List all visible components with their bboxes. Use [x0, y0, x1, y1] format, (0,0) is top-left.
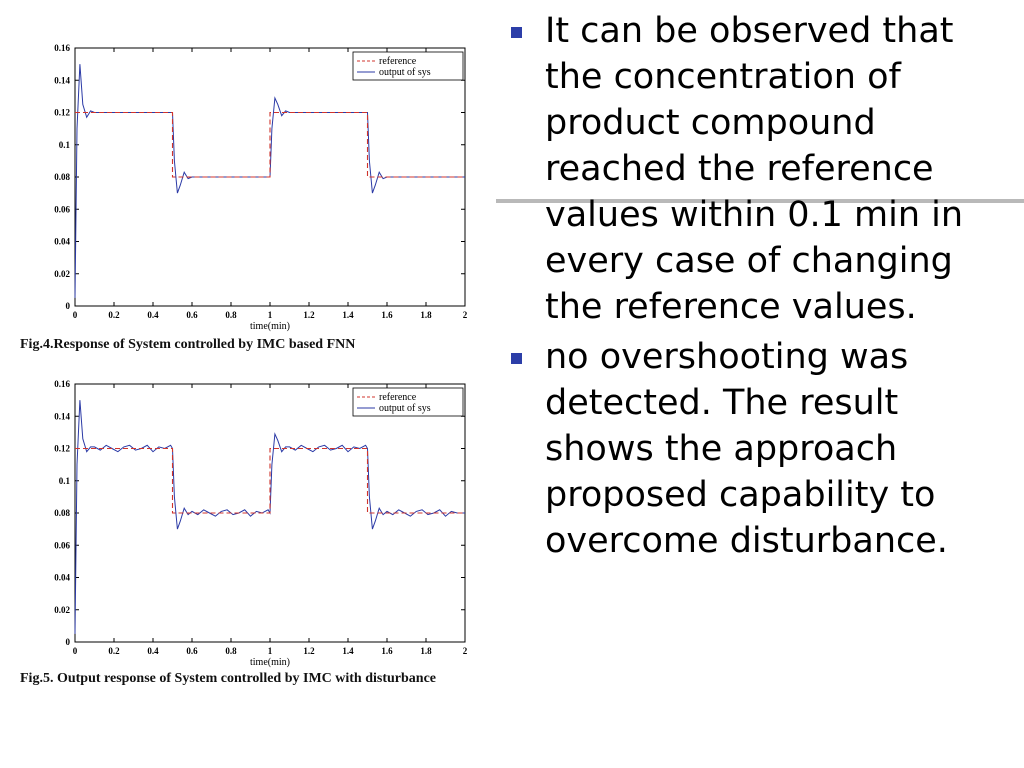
reference-series-line — [75, 447, 465, 514]
y-tick-label: 0.02 — [54, 269, 70, 279]
legend-label: output of sys — [379, 67, 431, 78]
y-tick-label: 0.1 — [59, 140, 71, 150]
bullet-text: It can be observed that the concentratio… — [545, 11, 964, 327]
figure-4-chart: 0 0.02 0.04 0.06 0.08 0.1 0.12 0.14 0.16 0 0.2 0.4 0… — [20, 40, 480, 334]
x-tick-label: 1.6 — [381, 646, 393, 656]
x-tick-label: 1 — [268, 310, 273, 320]
legend-box — [352, 387, 464, 417]
x-tick-label: 1.8 — [420, 310, 432, 320]
figure-5-plot: 0 0.02 0.04 0.06 0.08 0.1 0.12 0.14 0.16 0 0.2 0.4 0… — [54, 379, 468, 668]
bullet-text: no overshooting was detected. The result… — [545, 337, 948, 561]
bullet-list: It can be observed that the concentratio… — [508, 8, 1016, 568]
y-tick-label: 0 — [66, 637, 71, 647]
x-axis-label: time(min) — [250, 321, 290, 332]
legend-box — [352, 51, 464, 81]
x-tick-label: 1.2 — [303, 646, 315, 656]
output-series-line — [74, 400, 465, 634]
y-tick-label: 0.16 — [54, 43, 70, 53]
y-tick-label: 0.12 — [54, 444, 70, 454]
x-tick-label: 0.2 — [108, 646, 120, 656]
square-bullet-icon — [511, 27, 522, 38]
output-series-line — [74, 64, 465, 298]
y-tick-label: 0.14 — [54, 411, 70, 421]
y-tick-label: 0.04 — [54, 573, 70, 583]
figure-4-plot: 0 0.02 0.04 0.06 0.08 0.1 0.12 0.14 0.16 0 0.2 0.4 0… — [54, 43, 468, 332]
x-tick-label: 0.6 — [186, 310, 198, 320]
figure-5-chart: 0 0.02 0.04 0.06 0.08 0.1 0.12 0.14 0.16 0 0.2 0.4 0… — [20, 376, 480, 670]
bullet-item: no overshooting was detected. The result… — [508, 334, 1016, 564]
x-tick-label: 1.4 — [342, 646, 354, 656]
legend-label: reference — [379, 56, 417, 67]
y-tick-label: 0.12 — [54, 108, 70, 118]
square-bullet-icon — [511, 353, 522, 364]
x-tick-label: 0.4 — [147, 646, 159, 656]
x-tick-label: 1 — [268, 646, 273, 656]
x-tick-label: 0.4 — [147, 310, 159, 320]
x-axis-label: time(min) — [250, 657, 290, 668]
x-tick-label: 2 — [463, 310, 468, 320]
y-tick-label: 0 — [66, 301, 71, 311]
x-tick-label: 0.8 — [225, 646, 237, 656]
x-tick-label: 0.8 — [225, 310, 237, 320]
slide-divider-line — [496, 199, 1024, 203]
legend-label: output of sys — [379, 403, 431, 414]
bullet-item: It can be observed that the concentratio… — [508, 8, 1016, 330]
x-tick-label: 2 — [463, 646, 468, 656]
x-tick-label: 0 — [73, 646, 78, 656]
y-tick-label: 0.06 — [54, 540, 70, 550]
y-tick-label: 0.1 — [59, 476, 71, 486]
y-tick-label: 0.08 — [54, 508, 70, 518]
x-tick-label: 0.2 — [108, 310, 120, 320]
y-tick-label: 0.08 — [54, 172, 70, 182]
legend-label: reference — [379, 392, 417, 403]
x-tick-label: 0.6 — [186, 646, 198, 656]
x-tick-label: 1.4 — [342, 310, 354, 320]
y-tick-label: 0.06 — [54, 204, 70, 214]
figure-4-caption: Fig.4.Response of System controlled by I… — [20, 337, 356, 352]
x-tick-label: 0 — [73, 310, 78, 320]
y-tick-label: 0.14 — [54, 75, 70, 85]
reference-series-line — [75, 111, 465, 178]
y-tick-label: 0.16 — [54, 379, 70, 389]
x-tick-label: 1.6 — [381, 310, 393, 320]
figure-5-caption: Fig.5. Output response of System control… — [20, 671, 437, 686]
x-tick-label: 1.2 — [303, 310, 315, 320]
x-tick-label: 1.8 — [420, 646, 432, 656]
y-tick-label: 0.04 — [54, 237, 70, 247]
y-tick-label: 0.02 — [54, 605, 70, 615]
